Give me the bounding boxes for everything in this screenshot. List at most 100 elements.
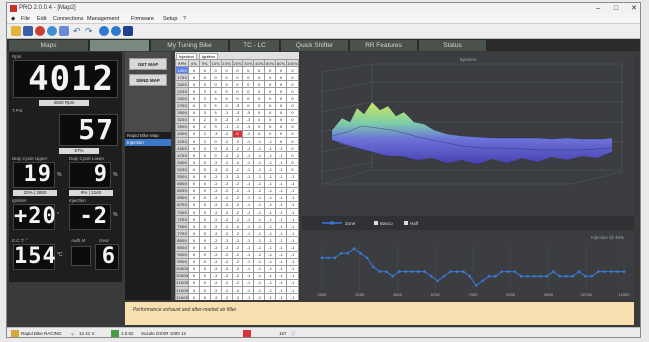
table-cell[interactable]: -1 — [242, 215, 255, 224]
table-cell[interactable]: -2 — [220, 151, 233, 160]
table-cell[interactable]: -2 — [220, 207, 233, 217]
table-cell[interactable]: -1 — [242, 179, 255, 188]
table-cell[interactable]: 0 — [286, 101, 299, 110]
table-cell[interactable]: -1 — [286, 264, 299, 273]
table-cell[interactable]: -1 — [242, 278, 255, 288]
table-cell[interactable]: 0 — [264, 66, 277, 75]
table-cell[interactable]: -2 — [209, 193, 222, 202]
table-cell[interactable]: 0 — [231, 80, 244, 89]
table-cell[interactable]: 0 — [220, 66, 233, 75]
table-cell[interactable]: 0 — [198, 285, 211, 295]
refresh-icon[interactable] — [47, 26, 57, 36]
table-cell[interactable]: -3 — [231, 115, 244, 124]
table-cell[interactable]: -2 — [209, 158, 222, 167]
table-cell[interactable]: 0 — [188, 215, 200, 224]
table-cell[interactable]: 0 — [275, 115, 288, 124]
table-cell[interactable]: -2 — [220, 285, 233, 295]
table-cell[interactable]: -1 — [253, 165, 266, 174]
tab-maps[interactable]: Maps — [9, 40, 89, 51]
table-cell[interactable]: 0 — [198, 229, 211, 238]
table-cell[interactable]: -1 — [286, 278, 299, 288]
table-cell[interactable]: 0 — [220, 80, 233, 89]
map-list-item[interactable]: Injection — [125, 139, 171, 146]
table-cell[interactable]: 0 — [286, 87, 299, 96]
table-cell[interactable]: -1 — [253, 193, 266, 202]
table-cell[interactable]: -1 — [286, 229, 299, 238]
table-cell[interactable]: -2 — [231, 215, 244, 224]
table-cell[interactable]: 0 — [209, 80, 222, 89]
table-cell[interactable]: -1 — [275, 271, 288, 280]
table-cell[interactable]: -2 — [231, 172, 244, 181]
table-cell[interactable]: -2 — [209, 172, 222, 181]
table-cell[interactable]: -2 — [231, 236, 244, 245]
table-cell[interactable]: -1 — [286, 257, 299, 266]
table-cell[interactable]: 0 — [286, 94, 299, 103]
table-cell[interactable]: 0 — [198, 236, 211, 245]
table-cell[interactable]: -1 — [264, 250, 277, 259]
table-cell[interactable]: 0 — [188, 73, 200, 82]
table-cell[interactable]: -1 — [275, 250, 288, 259]
table-cell[interactable]: -2 — [220, 137, 233, 146]
table-cell[interactable]: 0 — [253, 87, 266, 96]
table-cell[interactable]: -2 — [231, 200, 244, 209]
table-cell[interactable]: -2 — [231, 257, 244, 266]
table-cell[interactable]: -1 — [286, 243, 299, 252]
table-cell[interactable]: -2 — [220, 144, 233, 153]
table-cell[interactable]: -2 — [231, 293, 244, 300]
table-cell[interactable]: 0 — [188, 80, 200, 89]
table-cell[interactable]: -1 — [253, 151, 266, 160]
table-cell[interactable]: -1 — [286, 200, 299, 209]
stop-icon[interactable] — [35, 26, 45, 36]
table-cell[interactable]: -1 — [242, 236, 255, 245]
table-cell[interactable]: -1 — [242, 293, 255, 300]
connect-icon[interactable] — [99, 26, 109, 36]
table-cell[interactable]: -1 — [264, 278, 277, 288]
table-cell[interactable]: -2 — [220, 158, 233, 167]
table-cell[interactable]: 5 — [220, 87, 233, 96]
table-cell[interactable]: 0 — [264, 129, 277, 139]
table-cell[interactable]: -2 — [220, 179, 233, 188]
table-cell[interactable]: -1 — [253, 179, 266, 188]
table-cell[interactable]: -2 — [209, 186, 222, 195]
table-cell[interactable]: -3 — [242, 122, 255, 131]
table-cell[interactable]: 0 — [264, 94, 277, 103]
table-cell[interactable]: -2 — [209, 285, 222, 295]
table-cell[interactable]: -2 — [220, 186, 233, 195]
table-cell[interactable]: 0 — [253, 80, 266, 89]
table-cell[interactable]: -2 — [220, 165, 233, 174]
table-cell[interactable]: -1 — [275, 243, 288, 252]
table-cell[interactable]: 0 — [188, 207, 200, 217]
table-cell[interactable]: 0 — [242, 80, 255, 89]
table-cell[interactable]: 0 — [188, 285, 200, 295]
table-cell[interactable]: -1 — [242, 207, 255, 217]
table-cell[interactable]: -1 — [242, 222, 255, 231]
tab-quick-shifter[interactable]: Quick Shifter — [281, 40, 349, 51]
table-cell[interactable]: -2 — [209, 165, 222, 174]
table-cell[interactable]: -2 — [220, 257, 233, 266]
table-cell[interactable]: 0 — [188, 129, 200, 139]
table-cell[interactable]: -1 — [253, 137, 266, 146]
table-cell[interactable]: -1 — [286, 271, 299, 280]
table-cell[interactable]: -1 — [275, 151, 288, 160]
table-cell[interactable]: -1 — [286, 285, 299, 295]
table-cell[interactable]: 0 — [198, 158, 211, 167]
table-cell[interactable]: -1 — [275, 172, 288, 181]
table-cell[interactable]: 0 — [188, 243, 200, 252]
table-cell[interactable]: 0 — [275, 129, 288, 139]
tab-active-blank[interactable] — [90, 40, 150, 51]
table-cell[interactable]: 0 — [188, 172, 200, 181]
table-cell[interactable]: -1 — [275, 257, 288, 266]
table-cell[interactable]: 0 — [231, 66, 244, 75]
table-cell[interactable]: 0 — [198, 151, 211, 160]
close-button[interactable]: ✕ — [631, 5, 637, 12]
table-cell[interactable]: 0 — [188, 144, 200, 153]
table-cell[interactable]: -1 — [264, 137, 277, 146]
table-cell[interactable]: 5 — [209, 101, 222, 110]
table-cell[interactable]: -2 — [231, 151, 244, 160]
table-cell[interactable]: 0 — [198, 165, 211, 174]
table-cell[interactable]: 0 — [198, 278, 211, 288]
redo-icon[interactable]: ↷ — [85, 26, 93, 36]
table-cell[interactable]: 3 — [209, 122, 222, 131]
table-cell[interactable]: 0 — [253, 122, 266, 131]
table-cell[interactable]: -1 — [275, 207, 288, 217]
